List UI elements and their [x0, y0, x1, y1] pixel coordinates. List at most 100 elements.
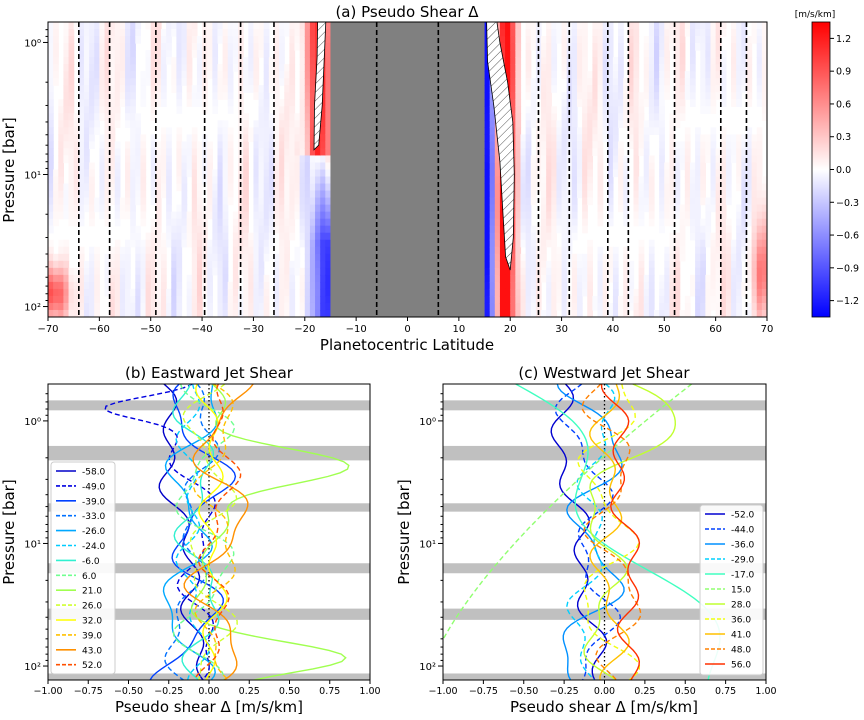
heatmap-cell [505, 295, 511, 304]
heatmap-cell [119, 281, 126, 290]
heatmap-cell [664, 197, 671, 206]
heatmap-cell [566, 225, 573, 234]
heatmap-cell [612, 253, 619, 262]
heatmap-cell [125, 57, 131, 65]
heatmap-cell [63, 127, 70, 135]
heatmap-cell [325, 218, 332, 227]
heatmap-cell [196, 43, 203, 51]
heatmap-cell [530, 274, 537, 283]
heatmap-cell [284, 302, 290, 311]
heatmap-cell [68, 274, 75, 283]
heatmap-cell [289, 99, 296, 107]
heatmap-cell [166, 176, 172, 185]
heatmap-cell [294, 253, 301, 262]
heatmap-cell [279, 239, 285, 248]
heatmap-cell [176, 274, 183, 283]
heatmap-cell [263, 99, 270, 107]
heatmap-cell [212, 50, 219, 58]
heatmap-cell [217, 36, 224, 44]
heatmap-cell [505, 281, 511, 290]
heatmap-cell [679, 239, 686, 248]
heatmap-cell [756, 64, 763, 72]
heatmap-cell [320, 99, 326, 107]
heatmap-cell [304, 232, 311, 241]
heatmap-cell [217, 85, 224, 93]
heatmap-cell [525, 211, 532, 220]
heatmap-cell [761, 302, 767, 311]
heatmap-cell [674, 183, 681, 192]
panel-a-heatmap [48, 22, 767, 317]
heatmap-cell [684, 85, 691, 93]
heatmap-cell [556, 36, 563, 44]
heatmap-cell [258, 169, 265, 178]
heatmap-cell [315, 260, 321, 269]
heatmap-cell [273, 99, 280, 107]
heatmap-cell [736, 155, 742, 164]
heatmap-cell [160, 232, 167, 241]
heatmap-cell [73, 267, 80, 276]
heatmap-cell [515, 134, 522, 143]
heatmap-cell [715, 162, 722, 171]
heatmap-cell [695, 190, 701, 199]
heatmap-cell [494, 246, 501, 255]
heatmap-cell [648, 78, 655, 86]
heatmap-cell [664, 253, 671, 262]
heatmap-cell [243, 190, 249, 199]
heatmap-cell [48, 57, 54, 65]
heatmap-cell [325, 225, 332, 234]
heatmap-cell [720, 232, 727, 241]
heatmap-cell [212, 57, 219, 65]
heatmap-cell [109, 169, 116, 178]
heatmap-cell [571, 260, 578, 269]
heatmap-cell [746, 99, 753, 107]
heatmap-cell [556, 267, 563, 276]
heatmap-cell [659, 176, 665, 185]
heatmap-cell [520, 204, 527, 213]
heatmap-cell [166, 183, 172, 192]
heatmap-cell [612, 113, 619, 121]
heatmap-cell [530, 246, 537, 255]
heatmap-cell [618, 106, 624, 114]
heatmap-cell [119, 29, 126, 37]
heatmap-cell [582, 183, 588, 192]
heatmap-cell [176, 302, 183, 311]
heatmap-cell [284, 155, 290, 164]
heatmap-cell [273, 113, 280, 121]
heatmap-cell [227, 78, 234, 86]
legend-label: 6.0 [82, 572, 97, 582]
heatmap-cell [535, 225, 542, 234]
heatmap-cell [669, 281, 676, 290]
heatmap-cell [320, 162, 326, 171]
heatmap-cell [746, 183, 753, 192]
heatmap-cell [176, 183, 183, 192]
heatmap-cell [633, 106, 640, 114]
heatmap-cell [571, 295, 578, 304]
heatmap-cell [83, 162, 90, 171]
heatmap-cell [576, 57, 583, 65]
heatmap-cell [109, 134, 116, 143]
heatmap-cell [648, 120, 655, 128]
heatmap-cell [741, 29, 748, 37]
heatmap-cell [633, 190, 640, 199]
heatmap-cell [304, 120, 311, 128]
heatmap-cell [597, 113, 604, 121]
heatmap-cell [253, 141, 260, 150]
heatmap-cell [176, 239, 183, 248]
heatmap-cell [700, 106, 706, 114]
heatmap-cell [171, 309, 177, 317]
heatmap-cell [68, 64, 75, 72]
heatmap-cell [756, 246, 763, 255]
heatmap-cell [669, 36, 676, 44]
heatmap-cell [222, 288, 229, 297]
heatmap-cell [48, 92, 54, 100]
heatmap-cell [68, 29, 75, 37]
heatmap-cell [89, 22, 95, 30]
heatmap-cell [227, 71, 234, 79]
heatmap-cell [315, 288, 321, 297]
heatmap-cell [710, 148, 717, 157]
heatmap-cell [612, 134, 619, 143]
heatmap-cell [669, 162, 676, 171]
heatmap-cell [304, 302, 311, 311]
heatmap-cell [217, 281, 224, 290]
heatmap-cell [89, 141, 95, 150]
